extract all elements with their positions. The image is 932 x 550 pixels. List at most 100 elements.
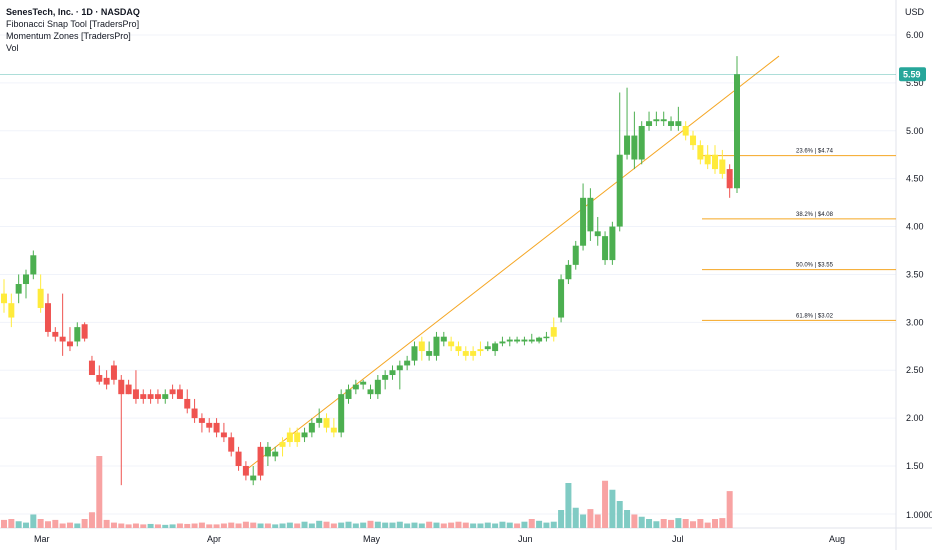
volume-bar bbox=[264, 523, 271, 528]
volume-bar bbox=[690, 521, 697, 528]
candle-body bbox=[125, 384, 132, 395]
volume-bar bbox=[404, 523, 411, 528]
candle-body bbox=[726, 169, 733, 189]
volume-bar bbox=[37, 519, 44, 528]
volume-bar bbox=[191, 523, 198, 528]
candle-body bbox=[198, 418, 205, 423]
volume-bar bbox=[675, 518, 682, 528]
candle-body bbox=[88, 360, 95, 376]
volume-bar bbox=[719, 518, 726, 528]
volume-bar bbox=[44, 521, 51, 528]
candle-body bbox=[404, 360, 411, 366]
candle-body bbox=[220, 432, 227, 438]
volume-bar bbox=[59, 523, 66, 528]
volume-bar bbox=[140, 524, 147, 528]
volume-bar bbox=[118, 523, 125, 528]
volume-bar bbox=[433, 522, 440, 528]
volume-bar bbox=[389, 522, 396, 528]
candle-body bbox=[352, 384, 359, 390]
volume-bar bbox=[396, 521, 403, 528]
volume-bar bbox=[374, 521, 381, 528]
volume-bar bbox=[382, 522, 389, 528]
candle-body bbox=[734, 74, 740, 189]
candle-body bbox=[624, 135, 631, 155]
price-tick-label: 6.00 bbox=[906, 30, 924, 40]
symbol-title[interactable]: SenesTech, Inc. · 1D · NASDAQ bbox=[6, 7, 140, 17]
volume-bar bbox=[697, 519, 704, 528]
volume-bar bbox=[316, 520, 323, 528]
candle-body bbox=[440, 336, 447, 342]
volume-bar bbox=[514, 523, 521, 528]
volume-bar bbox=[448, 522, 455, 528]
volume-bar bbox=[1, 519, 7, 528]
candle-body bbox=[580, 197, 587, 246]
fib-level-label: 50.0% | $3.55 bbox=[796, 263, 834, 269]
candle-body bbox=[675, 121, 682, 126]
volume-bar bbox=[22, 522, 29, 528]
candle-body bbox=[367, 389, 374, 395]
volume-bar bbox=[426, 521, 433, 528]
fib-level-label: 61.8% | $3.02 bbox=[796, 313, 834, 319]
candle-body bbox=[470, 351, 477, 356]
volume-bar bbox=[646, 519, 653, 528]
indicator-volume-label[interactable]: Vol bbox=[6, 43, 19, 53]
volume-bar bbox=[132, 523, 139, 528]
price-tick-label: 1.50 bbox=[906, 461, 924, 471]
candle-body bbox=[374, 379, 381, 395]
candle-body bbox=[66, 341, 73, 347]
candle-body bbox=[323, 418, 330, 428]
candle-body bbox=[228, 437, 235, 452]
indicator-fibonacci-label[interactable]: Fibonacci Snap Tool [TradersPro] bbox=[6, 19, 140, 29]
volume-bar bbox=[682, 519, 689, 528]
candle-body bbox=[455, 346, 462, 352]
volume-bar bbox=[154, 524, 161, 528]
candle-body bbox=[176, 389, 183, 399]
volume-bar bbox=[338, 522, 345, 528]
volume-bar bbox=[411, 522, 418, 528]
candle-body bbox=[433, 336, 440, 356]
price-tick-label: 5.00 bbox=[906, 126, 924, 136]
volume-bar bbox=[594, 514, 601, 528]
volume-bar bbox=[572, 507, 579, 528]
volume-bar bbox=[580, 514, 587, 528]
candle-body bbox=[213, 422, 220, 433]
volume-bar bbox=[455, 521, 462, 528]
candle-body bbox=[96, 375, 103, 382]
volume-bar bbox=[499, 521, 506, 528]
candle-body bbox=[426, 351, 433, 356]
volume-bar bbox=[169, 524, 176, 528]
volume-bar bbox=[184, 523, 191, 528]
candle-body bbox=[338, 394, 345, 433]
candle-body bbox=[118, 379, 125, 395]
volume-bar bbox=[323, 521, 330, 528]
candle-body bbox=[316, 418, 323, 423]
time-tick-label: Jun bbox=[518, 534, 533, 544]
volume-bar bbox=[704, 522, 711, 528]
candle-body bbox=[602, 236, 609, 261]
trend-line bbox=[244, 55, 780, 472]
candle-body bbox=[492, 343, 499, 352]
volume-bar bbox=[631, 514, 638, 528]
candle-body bbox=[345, 389, 352, 399]
candle-body bbox=[550, 327, 557, 337]
volume-bar bbox=[352, 523, 359, 528]
volume-bar bbox=[110, 522, 117, 528]
volume-bar bbox=[345, 521, 352, 528]
volume-bar bbox=[624, 510, 631, 528]
candle-body bbox=[74, 327, 81, 342]
candle-body bbox=[206, 422, 213, 428]
volume-bar bbox=[176, 523, 183, 528]
volume-bar bbox=[550, 521, 557, 528]
volume-bar bbox=[609, 489, 616, 528]
candle-body bbox=[660, 119, 667, 122]
volume-bar bbox=[198, 522, 205, 528]
candle-body bbox=[8, 303, 15, 318]
candle-body bbox=[704, 154, 711, 165]
volume-bar bbox=[206, 524, 213, 528]
indicator-momentum-label[interactable]: Momentum Zones [TradersPro] bbox=[6, 31, 131, 41]
candle-body bbox=[330, 427, 337, 433]
currency-label[interactable]: USD bbox=[904, 7, 924, 17]
volume-bar bbox=[147, 523, 154, 528]
candle-body bbox=[462, 351, 469, 356]
